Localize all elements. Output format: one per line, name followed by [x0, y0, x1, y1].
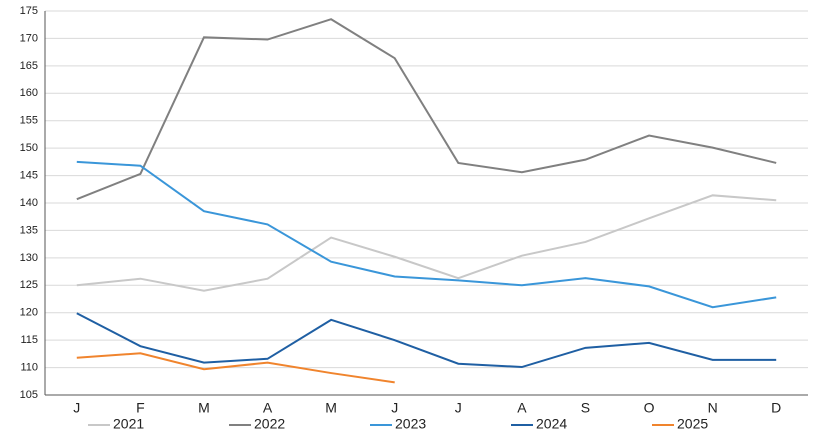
y-tick-label: 110	[20, 361, 38, 373]
legend-label: 2022	[254, 416, 285, 432]
x-tick-label: O	[644, 400, 655, 416]
x-tick-label: D	[771, 400, 781, 416]
x-tick-label: J	[73, 400, 80, 416]
legend-label: 2023	[395, 416, 426, 432]
x-tick-label: S	[581, 400, 590, 416]
series-line	[76, 312, 777, 369]
series-line	[76, 160, 777, 309]
y-tick-label: 150	[20, 142, 38, 154]
y-tick-label: 135	[20, 224, 38, 236]
y-tick-label: 125	[20, 279, 38, 291]
legend-label: 2025	[677, 416, 708, 432]
y-tick-label: 165	[20, 60, 38, 72]
x-tick-label: F	[136, 400, 145, 416]
series-line	[76, 352, 395, 384]
legend-label: 2024	[536, 416, 567, 432]
y-tick-label: 170	[20, 32, 38, 44]
x-tick-label: A	[263, 400, 273, 416]
legend-label: 2021	[113, 416, 144, 432]
x-tick-label: M	[198, 400, 210, 416]
y-tick-label: 160	[20, 87, 38, 99]
x-tick-label: A	[517, 400, 527, 416]
y-tick-label: 130	[20, 252, 38, 264]
x-tick-label: M	[325, 400, 337, 416]
y-tick-label: 115	[20, 334, 38, 346]
y-tick-label: 145	[20, 169, 38, 181]
y-tick-label: 175	[20, 5, 38, 17]
y-tick-label: 140	[20, 197, 38, 209]
y-tick-label: 120	[20, 307, 38, 319]
y-tick-label: 105	[20, 389, 38, 401]
x-tick-label: J	[391, 400, 398, 416]
x-tick-label: N	[708, 400, 718, 416]
x-tick-label: J	[455, 400, 462, 416]
y-tick-label: 155	[20, 115, 38, 127]
series-line	[76, 18, 777, 201]
series-line	[76, 194, 777, 292]
